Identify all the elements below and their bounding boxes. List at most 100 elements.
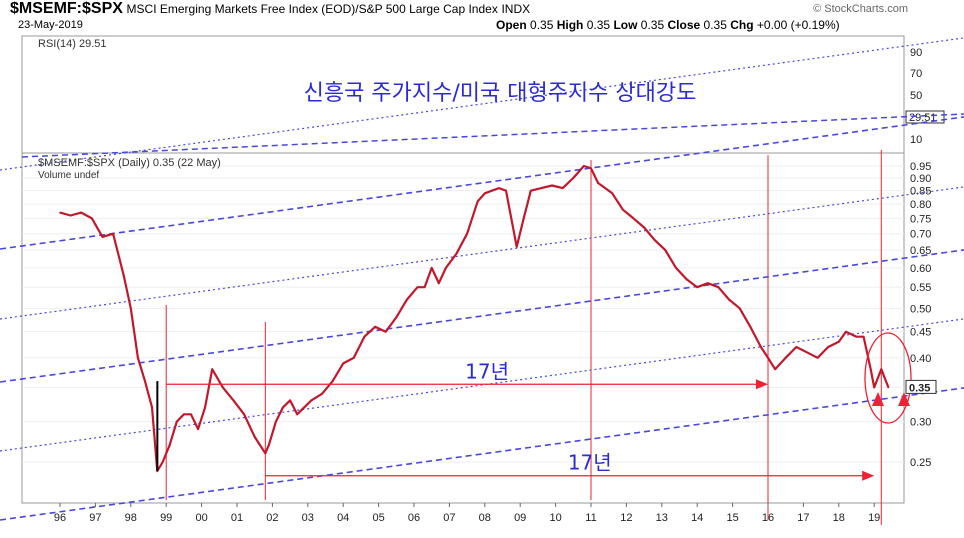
price-point bbox=[664, 249, 667, 251]
trend-channel-lines bbox=[0, 37, 964, 521]
y-tick-label: 0.30 bbox=[910, 417, 931, 429]
y-tick-label: 0.80 bbox=[910, 199, 931, 211]
price-point bbox=[289, 399, 291, 402]
price-point bbox=[423, 286, 426, 288]
chart-title: 신흥국 주가지수/미국 대형주지수 상대강도 bbox=[304, 81, 697, 106]
trend-channel-line bbox=[0, 249, 964, 383]
price-point bbox=[384, 330, 387, 333]
price-point bbox=[264, 452, 267, 455]
volume-legend: Volume undef bbox=[38, 170, 99, 181]
price-point bbox=[296, 413, 298, 416]
close-label: Close bbox=[667, 18, 701, 32]
price-point bbox=[130, 307, 132, 310]
price-point bbox=[342, 362, 345, 365]
ohlc-readout: Open 0.35 High 0.35 Low 0.35 Close 0.35 … bbox=[496, 18, 840, 32]
y-gridlines bbox=[22, 165, 904, 463]
x-tick-label: 02 bbox=[266, 512, 278, 524]
annotation-arrowhead bbox=[862, 470, 875, 481]
price-point bbox=[112, 232, 114, 235]
price-point bbox=[611, 192, 614, 195]
rsi-value-badge: 29.51 bbox=[909, 112, 937, 124]
price-point bbox=[122, 274, 125, 277]
price-point bbox=[795, 346, 798, 348]
price-point bbox=[572, 177, 575, 179]
y-tick-label: 0.75 bbox=[910, 213, 931, 225]
rsi-tick-label: 10 bbox=[910, 134, 922, 146]
price-point bbox=[643, 226, 645, 229]
x-tick-label: 03 bbox=[302, 512, 314, 524]
x-tick-label: 10 bbox=[549, 512, 561, 524]
price-point bbox=[204, 406, 206, 409]
price-point bbox=[685, 278, 688, 281]
y-tick-label: 0.65 bbox=[910, 245, 931, 257]
price-point bbox=[190, 413, 192, 416]
series-legend: $MSEMF:$SPX (Daily) 0.35 (22 May) bbox=[38, 157, 221, 169]
red-vertical-markers bbox=[165, 150, 882, 525]
price-point bbox=[466, 232, 468, 235]
rsi-panel-frame bbox=[21, 35, 905, 154]
chart-header: $MSEMF:$SPX MSCI Emerging Markets Free I… bbox=[10, 0, 530, 18]
price-point bbox=[445, 267, 447, 269]
price-point bbox=[310, 399, 313, 402]
x-tick-label: 07 bbox=[443, 512, 455, 524]
x-tick-label: 15 bbox=[726, 512, 738, 524]
price-point bbox=[484, 192, 486, 195]
price-point bbox=[827, 346, 829, 348]
price-point bbox=[622, 208, 624, 211]
price-point bbox=[838, 340, 840, 343]
price-point bbox=[363, 335, 366, 338]
price-point bbox=[767, 356, 769, 359]
annotation-arrowhead bbox=[756, 379, 768, 390]
price-point bbox=[437, 282, 440, 284]
price-point bbox=[232, 399, 235, 402]
y-tick-label: 0.55 bbox=[910, 282, 931, 294]
price-point bbox=[101, 236, 104, 238]
last-value-badge: 0.35 bbox=[909, 382, 930, 394]
y-tick-label: 0.60 bbox=[910, 263, 931, 275]
rsi-axis: 907050301029.51 bbox=[905, 47, 945, 146]
trend-channel-line bbox=[0, 318, 964, 452]
price-point bbox=[406, 298, 408, 301]
x-tick-label: 01 bbox=[231, 512, 243, 524]
price-point bbox=[717, 286, 720, 288]
price-point bbox=[522, 217, 525, 220]
x-tick-label: 96 bbox=[54, 512, 66, 524]
x-tick-label: 97 bbox=[89, 512, 101, 524]
x-tick-label: 16 bbox=[762, 512, 774, 524]
price-point bbox=[551, 184, 553, 187]
annotation-label: 17년 bbox=[465, 359, 509, 383]
trend-channel-line bbox=[0, 387, 964, 521]
x-tick-label: 14 bbox=[691, 512, 703, 524]
price-point bbox=[69, 214, 72, 217]
rsi-channel-line bbox=[21, 113, 964, 158]
chg-value: +0.00 (+0.19%) bbox=[756, 18, 840, 32]
price-point bbox=[510, 217, 513, 220]
price-point bbox=[144, 380, 146, 382]
trend-channel-line bbox=[0, 116, 964, 250]
open-value: 0.35 bbox=[530, 18, 554, 32]
price-point bbox=[430, 267, 433, 269]
up-arrow-marker bbox=[898, 392, 910, 406]
price-point bbox=[137, 356, 139, 359]
rsi-tick-label: 70 bbox=[910, 68, 922, 80]
price-point bbox=[498, 187, 500, 189]
price-point bbox=[760, 346, 762, 348]
rsi-tick-label: 90 bbox=[910, 47, 922, 59]
high-label: High bbox=[556, 18, 584, 32]
y-tick-label: 0.90 bbox=[910, 173, 931, 185]
price-point bbox=[707, 282, 709, 284]
y-tick-label: 0.45 bbox=[910, 327, 931, 339]
price-point bbox=[597, 182, 599, 184]
price-point bbox=[268, 444, 270, 446]
price-point bbox=[491, 189, 493, 192]
x-tick-label: 99 bbox=[160, 512, 172, 524]
price-point bbox=[583, 165, 585, 167]
price-point bbox=[590, 167, 592, 170]
price-point bbox=[303, 406, 306, 409]
price-point bbox=[176, 420, 178, 423]
y-tick-label: 0.40 bbox=[910, 353, 931, 365]
price-point bbox=[59, 211, 61, 214]
x-tick-label: 00 bbox=[195, 512, 207, 524]
price-series bbox=[59, 164, 890, 473]
